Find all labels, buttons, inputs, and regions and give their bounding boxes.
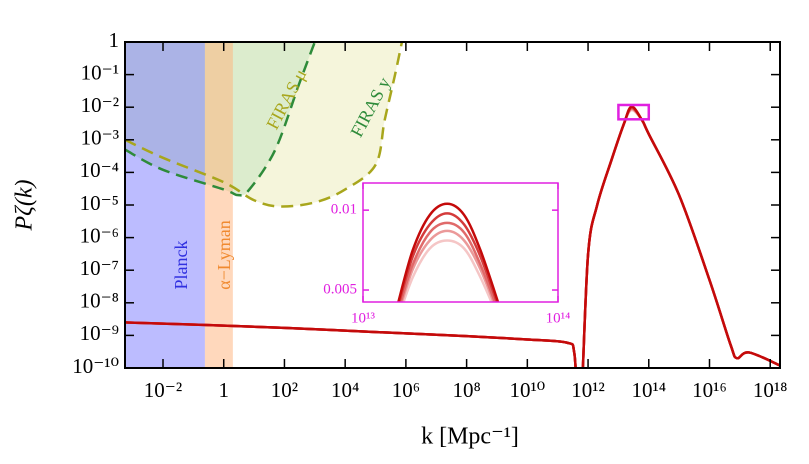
x-tick-label: 10¹⁴ xyxy=(631,378,666,402)
constraint-band xyxy=(204,42,233,368)
y-tick-label: 10⁻¹ xyxy=(81,60,119,84)
y-tick-label: 10⁻³ xyxy=(81,126,119,150)
x-tick-label: 10¹⁰ xyxy=(509,378,545,402)
x-tick-label: 10¹⁸ xyxy=(753,378,788,402)
plot-area xyxy=(397,202,500,302)
y-tick-label: 0.005 xyxy=(323,281,357,297)
data-line xyxy=(398,212,499,302)
y-tick-label: 10⁻⁵ xyxy=(80,191,119,215)
y-tick-label: 10⁻⁸ xyxy=(80,289,119,313)
x-tick-label: 10⁸ xyxy=(452,378,480,402)
plot-area xyxy=(125,42,780,368)
data-line xyxy=(125,105,780,368)
x-tick-label: 1 xyxy=(218,378,229,402)
y-tick-label: 10⁻⁷ xyxy=(80,256,119,280)
y-tick-label: 1 xyxy=(109,28,120,52)
plot-frame xyxy=(362,182,559,303)
zoom-box xyxy=(617,103,651,121)
constraint-line xyxy=(125,42,404,208)
x-tick-label: 10¹⁶ xyxy=(692,378,727,402)
y-tick-label: 0.01 xyxy=(331,202,357,218)
data-line xyxy=(397,202,500,302)
x-tick-label: 10¹⁴ xyxy=(546,310,571,326)
constraint-band xyxy=(125,42,205,368)
data-line xyxy=(399,221,497,302)
y-axis-label: Pζ(k) xyxy=(12,179,38,231)
x-tick-label: 10⁶ xyxy=(392,378,420,402)
band-label: Planck xyxy=(171,241,191,290)
y-tick-label: 10⁻² xyxy=(81,93,119,117)
x-axis-label: k [Mpc⁻¹] xyxy=(421,424,519,450)
y-tick-label: 10⁻⁶ xyxy=(80,223,119,247)
y-tick-label: 10⁻¹⁰ xyxy=(72,354,119,378)
data-line xyxy=(402,239,493,302)
data-line xyxy=(400,229,495,302)
x-tick-label: 10¹² xyxy=(571,378,605,402)
constraint-line xyxy=(125,42,316,197)
y-tick-label: 10⁻⁹ xyxy=(80,321,119,345)
plot-background xyxy=(363,183,558,302)
y-tick-label: 10⁻⁴ xyxy=(80,158,119,182)
x-tick-label: 10⁴ xyxy=(331,378,359,402)
x-tick-label: 10¹³ xyxy=(351,310,375,326)
x-tick-label: 10² xyxy=(271,378,298,402)
x-tick-label: 10⁻² xyxy=(144,378,182,402)
band-label: α−Lyman xyxy=(214,220,234,290)
